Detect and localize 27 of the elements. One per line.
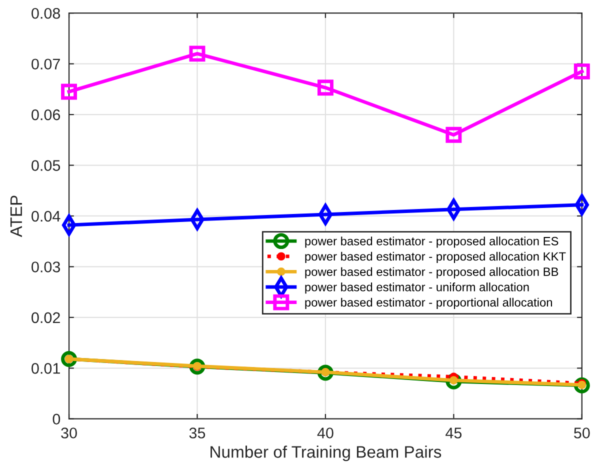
point bbox=[61, 84, 78, 100]
y-tick-label: 0.02 bbox=[32, 312, 60, 324]
y-tick-label: 0.07 bbox=[32, 58, 60, 70]
x-tick-label: 45 bbox=[446, 428, 462, 438]
y-tick-label: 0.06 bbox=[32, 109, 60, 120]
point bbox=[189, 46, 206, 62]
y-axis-title: ATEP bbox=[10, 196, 22, 238]
y-tick-label: 0 bbox=[52, 414, 60, 425]
x-tick-label: 50 bbox=[574, 428, 590, 438]
y-tick-label: 0.05 bbox=[32, 160, 60, 171]
y-tick-label: 0.03 bbox=[32, 262, 60, 272]
y-tick-label: 0.01 bbox=[32, 363, 60, 374]
point bbox=[61, 351, 78, 367]
x-axis-title: Number of Training Beam Pairs bbox=[210, 446, 442, 462]
y-tick-label: 0.08 bbox=[32, 8, 60, 19]
legend-label: power based estimator - proposed allocation BB bbox=[305, 267, 558, 278]
legend-label: power based estimator - uniform allocation bbox=[305, 282, 529, 294]
point bbox=[317, 80, 334, 96]
point bbox=[574, 63, 590, 80]
point bbox=[446, 126, 462, 143]
x-tick-label: 40 bbox=[317, 428, 334, 438]
y-tick-label: 0.04 bbox=[32, 210, 60, 222]
legend-label: power based estimator - proposed allocation ES bbox=[305, 236, 558, 248]
x-tick-label: 30 bbox=[61, 428, 77, 438]
legend-label: power based estimator - proposed allocation KKT bbox=[305, 252, 566, 264]
x-tick-label: 35 bbox=[189, 428, 206, 438]
legend-label: power based estimator - proportional allocation bbox=[305, 298, 552, 309]
